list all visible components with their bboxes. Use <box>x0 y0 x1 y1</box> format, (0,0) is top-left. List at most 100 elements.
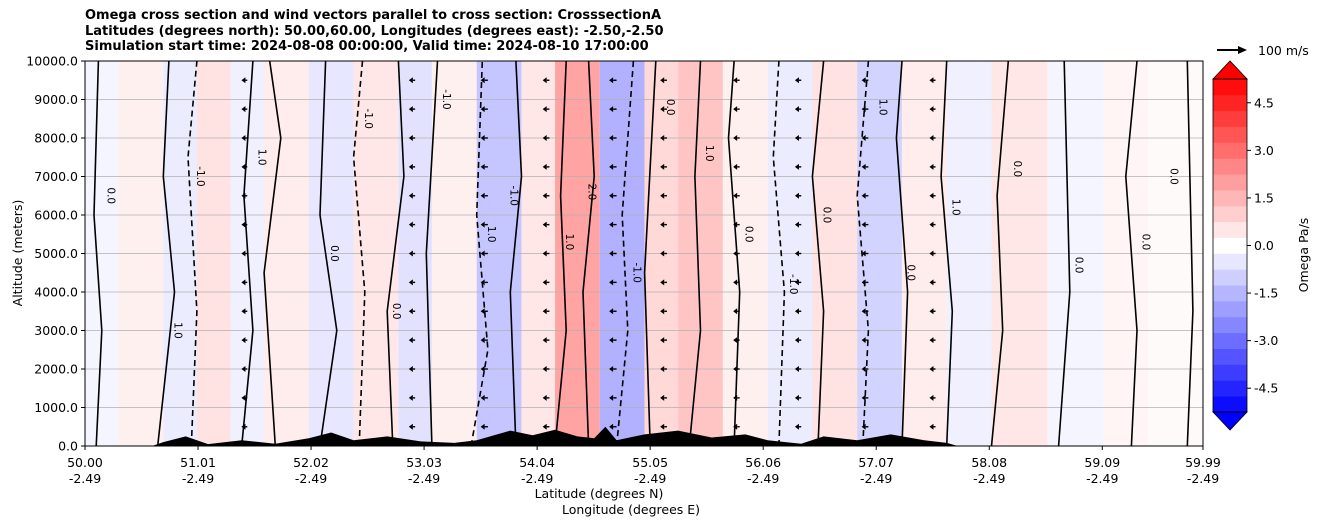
wind-vector-head <box>929 192 934 199</box>
colorbar-segment <box>1213 79 1247 96</box>
y-tick-label: 10000.0 <box>26 54 78 69</box>
wind-vector-head <box>794 250 799 257</box>
wind-vector-head <box>794 192 799 199</box>
contour-label: 1.0 <box>172 322 184 339</box>
colorbar-tick-label: 3.0 <box>1254 143 1274 158</box>
wind-vector-head <box>480 337 485 344</box>
contour-line <box>1124 61 1138 446</box>
wind-vector-head <box>609 77 614 84</box>
wind-vector-head <box>408 366 413 372</box>
colorbar-segment <box>1213 221 1247 238</box>
y-tick-label: 1000.0 <box>34 400 78 415</box>
wind-vector-head <box>241 250 246 257</box>
wind-vector-head <box>794 163 799 170</box>
colorbar-tick-label: 1.5 <box>1254 190 1274 205</box>
colorbar-segment <box>1213 253 1247 270</box>
wind-vector-head <box>861 221 866 228</box>
x-tick-label-lat: 54.04 <box>519 455 555 470</box>
wind-vector-head <box>660 106 665 113</box>
wind-vector-head <box>408 135 413 141</box>
wind-vector-head <box>733 423 738 430</box>
contour-label: 0.0 <box>905 264 917 281</box>
wind-vector-head <box>861 250 866 257</box>
wind-vector-head <box>660 135 665 141</box>
wind-vector-head <box>733 366 738 372</box>
wind-vector-head <box>929 135 934 141</box>
contour-label: -1.0 <box>630 263 642 284</box>
contour-label: 1.0 <box>255 149 267 166</box>
wind-vector-head <box>861 192 866 199</box>
wind-vector-head <box>609 163 614 170</box>
wind-vector-head <box>861 423 866 430</box>
wind-vector-head <box>733 308 738 315</box>
colorbar-segment <box>1213 285 1247 302</box>
wind-vector-head <box>542 308 547 315</box>
contour-label: 0.0 <box>1140 234 1152 251</box>
contour-line <box>811 61 825 446</box>
wind-vector-head <box>542 423 547 430</box>
wind-vector-head <box>480 394 485 401</box>
x-tick-label-lat: 59.99 <box>1185 455 1221 470</box>
wind-vector-head <box>660 250 665 257</box>
contour-line <box>352 61 366 446</box>
x-tick-label-lat: 59.09 <box>1084 455 1120 470</box>
title-line-2: Latitudes (degrees north): 50.00,60.00, … <box>85 23 664 39</box>
wind-vector-head <box>542 221 547 228</box>
wind-vector-head <box>929 337 934 344</box>
wind-vector-head <box>542 106 547 113</box>
wind-vector-head <box>861 279 866 286</box>
wind-vector-head <box>929 163 934 170</box>
x-tick-label-lon: -2.49 <box>747 471 779 486</box>
contour-line <box>386 61 405 446</box>
colorbar-segment <box>1213 380 1247 397</box>
contour-line <box>895 61 909 446</box>
y-tick-label: 9000.0 <box>34 92 78 107</box>
wind-vector-head <box>480 221 485 228</box>
wind-vector-head <box>480 308 485 315</box>
x-tick-label-lat: 55.05 <box>632 455 668 470</box>
wind-vector-head <box>794 135 799 141</box>
colorbar-segment <box>1213 126 1247 143</box>
contour-line <box>856 61 870 446</box>
wind-vector-head <box>241 337 246 344</box>
wind-vector-head <box>861 366 866 372</box>
wind-vector-head <box>241 308 246 315</box>
wind-vector-head <box>733 279 738 286</box>
x-axis-label-longitude: Longitude (degrees E) <box>562 502 700 517</box>
wind-vector-head <box>609 135 614 141</box>
colorbar-segment <box>1213 158 1247 175</box>
wind-vector-head <box>794 366 799 372</box>
wind-vector-head <box>733 337 738 344</box>
wind-vector-head <box>929 77 934 84</box>
wind-vector-head <box>929 106 934 113</box>
wind-vector-head <box>609 106 614 113</box>
contour-label: 1.0 <box>703 145 715 162</box>
wind-vector-head <box>241 192 246 199</box>
wind-vector-head <box>408 163 413 170</box>
colorbar-segment <box>1213 364 1247 381</box>
wind-vector-head <box>660 366 665 372</box>
contour-label: 0.0 <box>821 207 833 224</box>
wind-vector-head <box>241 106 246 113</box>
colorbar-segment <box>1213 174 1247 191</box>
title-line-1: Omega cross section and wind vectors par… <box>85 8 662 23</box>
x-tick-label-lon: -2.49 <box>973 471 1005 486</box>
wind-vector-head <box>794 279 799 286</box>
wind-vector-head <box>480 135 485 141</box>
colorbar-segment <box>1213 142 1247 159</box>
contour-line <box>240 61 254 446</box>
x-axis-label-latitude: Latitude (degrees N) <box>535 486 664 501</box>
wind-vector-head <box>609 308 614 315</box>
y-tick-label: 6000.0 <box>34 208 78 223</box>
x-tick-label-lat: 56.06 <box>745 455 781 470</box>
wind-vector-head <box>660 423 665 430</box>
wind-vector-head <box>408 221 413 228</box>
contour-label: 0.0 <box>104 187 116 204</box>
wind-vector-head <box>241 366 246 372</box>
wind-vector-head <box>794 394 799 401</box>
wind-vector-head <box>542 394 547 401</box>
wind-vector-head <box>733 394 738 401</box>
wind-vector-head <box>929 366 934 372</box>
wind-vector-head <box>480 366 485 372</box>
